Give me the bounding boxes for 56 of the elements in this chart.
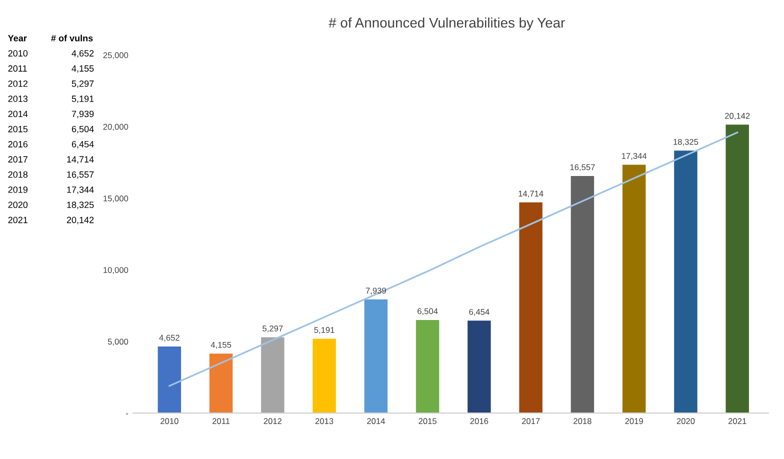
category-label: 2011 — [8, 65, 27, 72]
text: 4,652 — [72, 50, 94, 58]
x-tick-label: 2019 — [625, 418, 643, 424]
data-label: 16,557 — [570, 164, 595, 172]
x-tick-label: 2013 — [315, 418, 334, 424]
data-label: 6,454 — [469, 308, 490, 316]
data-label: 5,191 — [314, 327, 334, 334]
category-label: 2012 — [8, 80, 28, 87]
data-label: 4,652 — [159, 334, 180, 342]
text: 5,297 — [72, 80, 94, 88]
data-label: 20,142 — [725, 112, 750, 120]
x-tick-label: 2014 — [367, 418, 385, 424]
x-tick-label: 2011 — [212, 418, 230, 424]
category-label: 2017 — [8, 156, 28, 163]
text: 20,142 — [66, 216, 94, 224]
x-tick-label: 2010 — [160, 418, 178, 424]
text: # of vulns — [51, 34, 93, 42]
text: 4,155 — [72, 65, 94, 73]
category-label: 2013 — [8, 96, 28, 102]
text: 17,344 — [67, 186, 94, 194]
category-label: 2020 — [8, 202, 28, 208]
x-tick-label: 2021 — [728, 418, 746, 424]
category-label: 2015 — [8, 126, 28, 132]
x-tick-label: 2018 — [574, 418, 592, 424]
category-label: 2018 — [8, 171, 28, 178]
data-label: 4,155 — [210, 342, 232, 349]
x-tick-label: 2015 — [418, 418, 436, 424]
chart-title: # of Announced Vulnerabilities by Year — [328, 17, 565, 30]
y-tick-label: 15,000 — [104, 195, 128, 202]
category-label: 2021 — [8, 216, 28, 224]
data-label: 14,714 — [518, 190, 544, 198]
category-label: 2019 — [8, 186, 28, 193]
text: 6,454 — [72, 141, 94, 148]
x-tick-label: 2016 — [470, 418, 488, 424]
data-label: 17,344 — [622, 153, 647, 160]
y-tick-label: 25,000 — [103, 52, 128, 60]
text: 18,325 — [67, 202, 94, 210]
text: Year — [8, 35, 27, 42]
y-tick-label: 20,000 — [103, 124, 128, 131]
data-label: 18,325 — [674, 138, 698, 146]
y-tick-label: 5,000 — [108, 338, 128, 346]
category-label: 2010 — [8, 50, 28, 57]
text: 16,557 — [67, 171, 94, 179]
text: 6,504 — [72, 126, 94, 134]
x-tick-label: 2020 — [676, 418, 695, 424]
category-label: 2016 — [8, 141, 28, 148]
text: 7,939 — [72, 110, 94, 118]
data-label: 7,939 — [366, 288, 386, 295]
data-label: 5,297 — [262, 326, 283, 332]
category-label: 2014 — [8, 110, 28, 118]
text: 5,191 — [72, 96, 94, 104]
x-tick-label: 2017 — [522, 418, 540, 424]
data-label: 6,504 — [418, 308, 438, 316]
text: 14,714 — [67, 156, 94, 164]
y-tick-label: 10,000 — [104, 267, 128, 274]
x-tick-label: 2012 — [264, 418, 282, 424]
